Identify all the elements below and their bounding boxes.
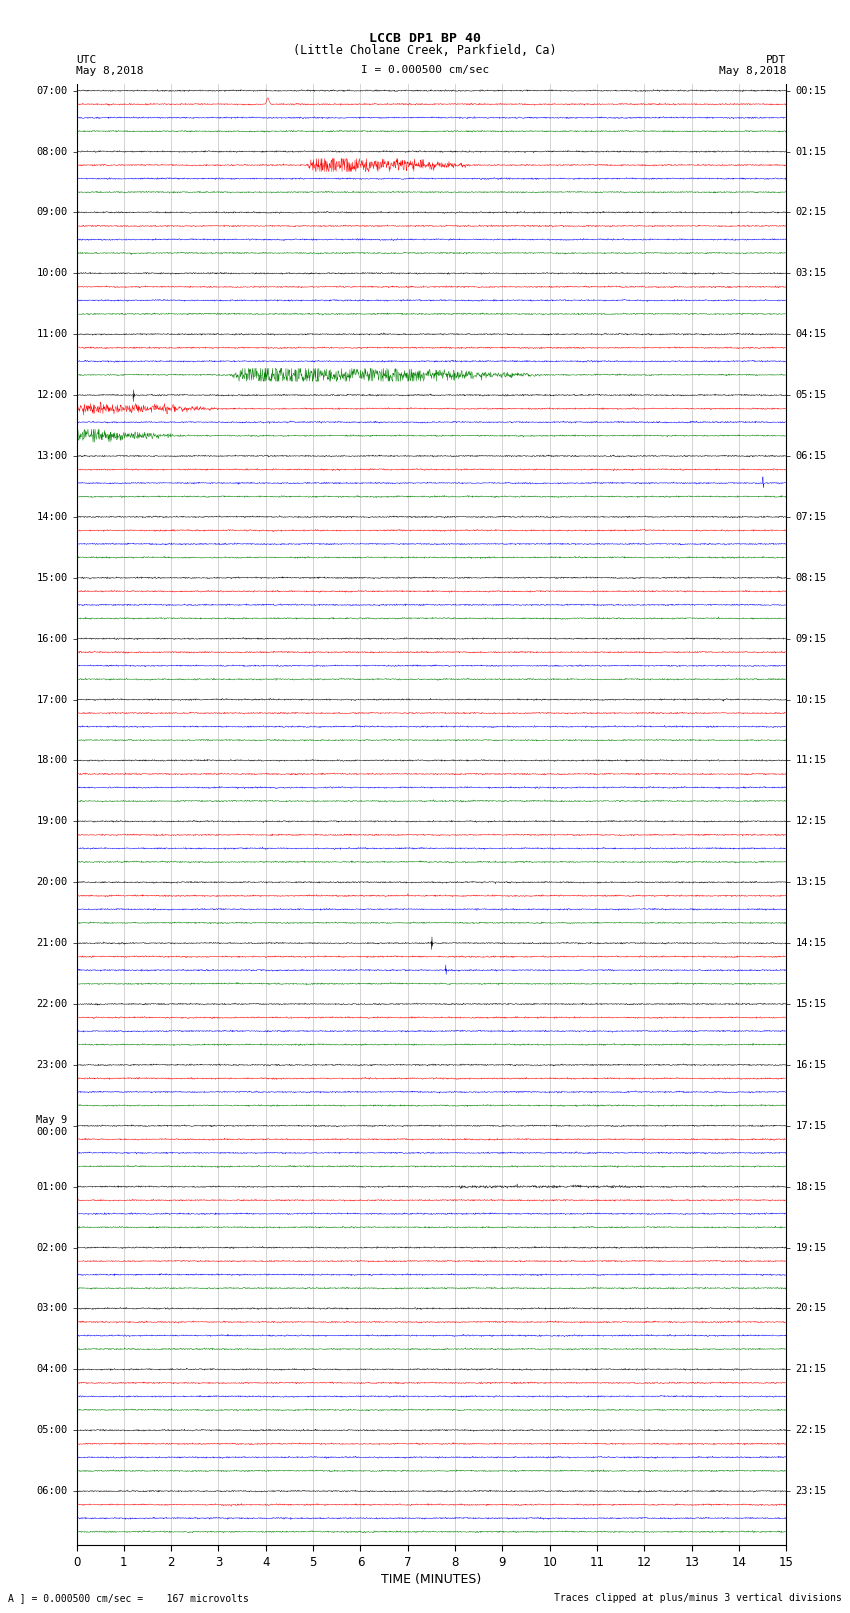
Text: May 8,2018: May 8,2018 (719, 66, 786, 76)
X-axis label: TIME (MINUTES): TIME (MINUTES) (382, 1573, 481, 1586)
Text: (Little Cholane Creek, Parkfield, Ca): (Little Cholane Creek, Parkfield, Ca) (293, 44, 557, 56)
Text: Traces clipped at plus/minus 3 vertical divisions: Traces clipped at plus/minus 3 vertical … (553, 1594, 842, 1603)
Text: A ] = 0.000500 cm/sec =    167 microvolts: A ] = 0.000500 cm/sec = 167 microvolts (8, 1594, 249, 1603)
Text: LCCB DP1 BP 40: LCCB DP1 BP 40 (369, 32, 481, 45)
Text: PDT: PDT (766, 55, 786, 65)
Text: UTC: UTC (76, 55, 97, 65)
Text: May 8,2018: May 8,2018 (76, 66, 144, 76)
Text: I = 0.000500 cm/sec: I = 0.000500 cm/sec (361, 65, 489, 74)
